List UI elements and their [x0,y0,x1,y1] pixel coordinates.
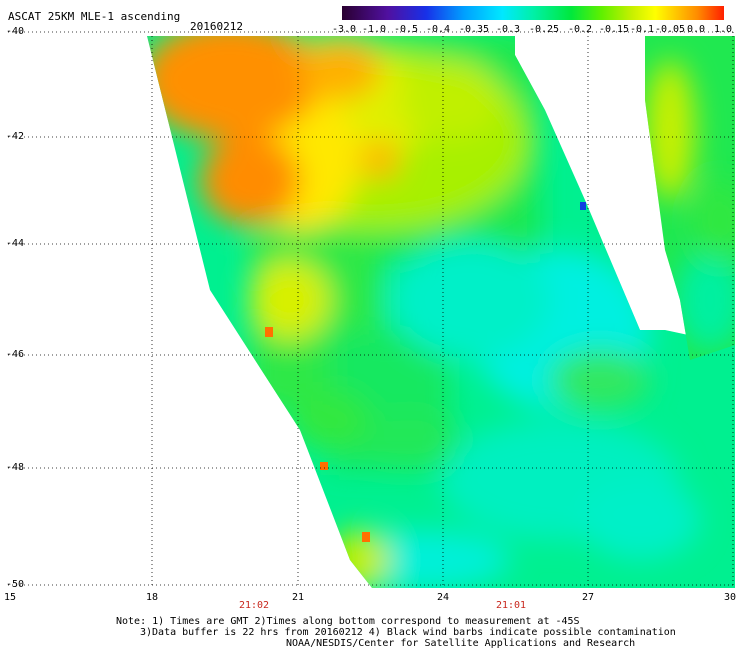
colorbar-tick: -1.0 [361,24,387,35]
colorbar-tick: -0.1 [629,24,655,35]
note-line: 3)Data buffer is 22 hrs from 20160212 4)… [140,627,676,638]
colorbar-tick: -0.5 [393,24,419,35]
lat-label: -48 [6,462,25,473]
colorbar-ticks: -3.0 -1.0 -0.5 -0.4 -0.35 -0.3 -0.25 -0.… [326,24,736,36]
graticule [8,31,735,588]
lat-label: -44 [6,238,25,249]
note-line: Note: 1) Times are GMT 2)Times along bot… [116,616,580,627]
colorbar-tick: -0.4 [425,24,451,35]
lon-label: 30 [723,592,737,603]
map-title: ASCAT 25KM MLE-1 ascending [8,10,181,23]
colorbar-tick: 1.0 [713,24,733,35]
lat-label: -50 [6,579,25,590]
colorbar-tick: -0.3 [495,24,521,35]
time-label: 21:02 [238,600,270,611]
colorbar-tick: -3.0 [331,24,357,35]
colorbar [342,6,724,20]
time-label: 21:01 [495,600,527,611]
lon-label: 27 [581,592,595,603]
colorbar-tick: -0.25 [528,24,560,35]
lat-label: -46 [6,349,25,360]
colorbar-tick: -0.35 [458,24,490,35]
colorbar-tick: 0.0 [686,24,706,35]
swath-east [645,36,735,360]
colorbar-tick: -0.15 [598,24,630,35]
lon-label: 21 [291,592,305,603]
map-date: 20160212 [190,20,243,33]
note-line: NOAA/NESDIS/Center for Satellite Applica… [286,638,636,649]
colorbar-tick: -0.05 [654,24,686,35]
lat-label: -42 [6,131,25,142]
lon-label: 18 [145,592,159,603]
lat-label: -40 [6,26,25,37]
colorbar-tick: -0.2 [567,24,593,35]
lon-label: 24 [436,592,450,603]
lon-label: 15 [3,592,17,603]
